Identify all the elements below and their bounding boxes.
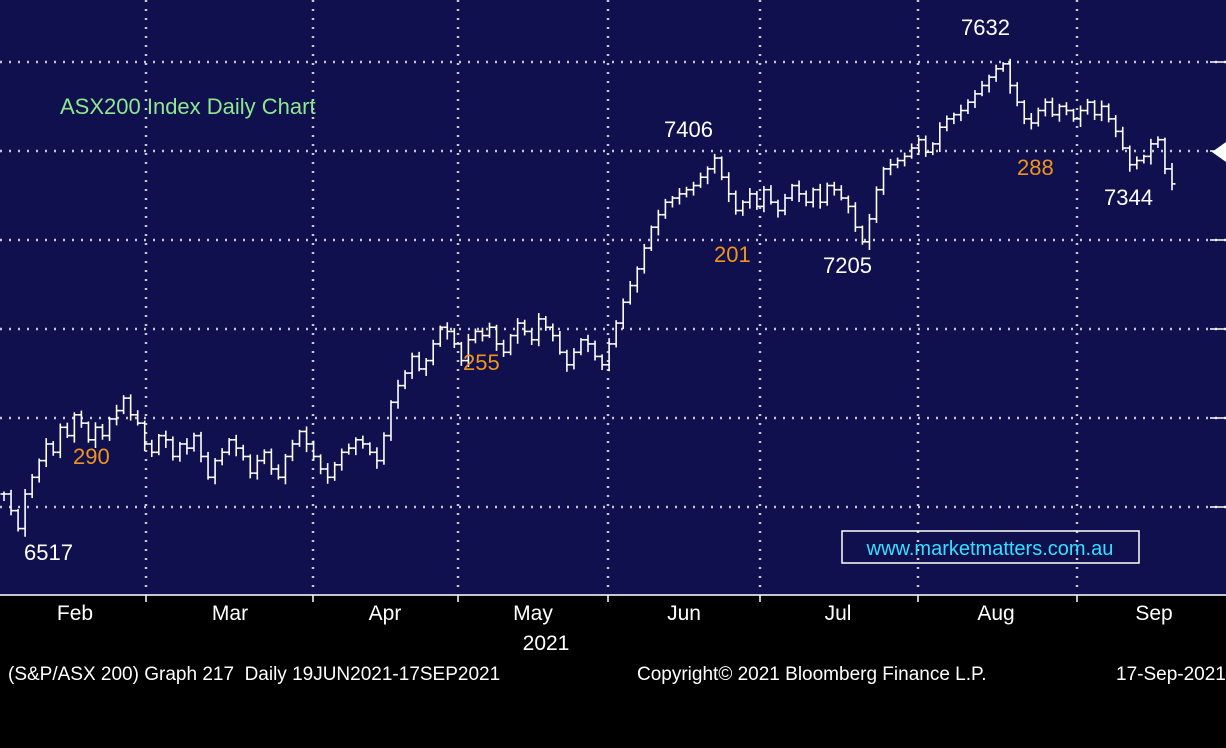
plot-background <box>0 0 1226 596</box>
annotation-label: 290 <box>73 444 110 469</box>
footer-right: 17-Sep-2021 <box>1116 664 1226 685</box>
x-tick-label: Jul <box>825 602 852 625</box>
annotations: 6517 290 255 7406 201 7205 7632 288 7344 <box>24 15 1153 565</box>
annotation-label: 7205 <box>823 253 872 278</box>
footer-center: Copyright© 2021 Bloomberg Finance L.P. <box>637 664 987 685</box>
annotation-label: 7632 <box>961 15 1010 40</box>
annotation-label: 255 <box>463 350 500 375</box>
price-series <box>0 58 1176 537</box>
watermark-box <box>841 530 1140 564</box>
x-tick-label: Apr <box>369 602 402 625</box>
annotation-label: 7406 <box>664 117 713 142</box>
x-axis: Feb Mar Apr May Jun Jul Aug Sep <box>0 594 1226 625</box>
x-tick-label: Aug <box>977 602 1014 625</box>
annotation-label: 7344 <box>1104 185 1153 210</box>
price-chart: 6517 290 255 7406 201 7205 7632 288 7344 ASX200 … <box>0 0 1226 655</box>
watermark-text: www.marketmatters.com.au <box>866 538 1114 560</box>
grid-lines <box>0 0 1226 594</box>
annotation-label: 201 <box>714 242 751 267</box>
annotation-label: 6517 <box>24 540 73 565</box>
x-tick-label: May <box>513 602 553 625</box>
footer-left: (S&P/ASX 200) Graph 217 Daily 19JUN2021-… <box>8 664 501 685</box>
x-tick-label: Mar <box>212 602 248 625</box>
chart-title: ASX200 Index Daily Chart <box>60 94 316 119</box>
last-price-marker <box>1212 142 1226 162</box>
year-label: 2021 <box>523 632 570 655</box>
x-tick-label: Sep <box>1135 602 1172 625</box>
footer: (S&P/ASX 200) Graph 217 Daily 19JUN2021-… <box>0 660 1226 690</box>
annotation-label: 288 <box>1017 155 1054 180</box>
x-tick-label: Feb <box>57 602 93 625</box>
x-tick-label: Jun <box>667 602 701 625</box>
